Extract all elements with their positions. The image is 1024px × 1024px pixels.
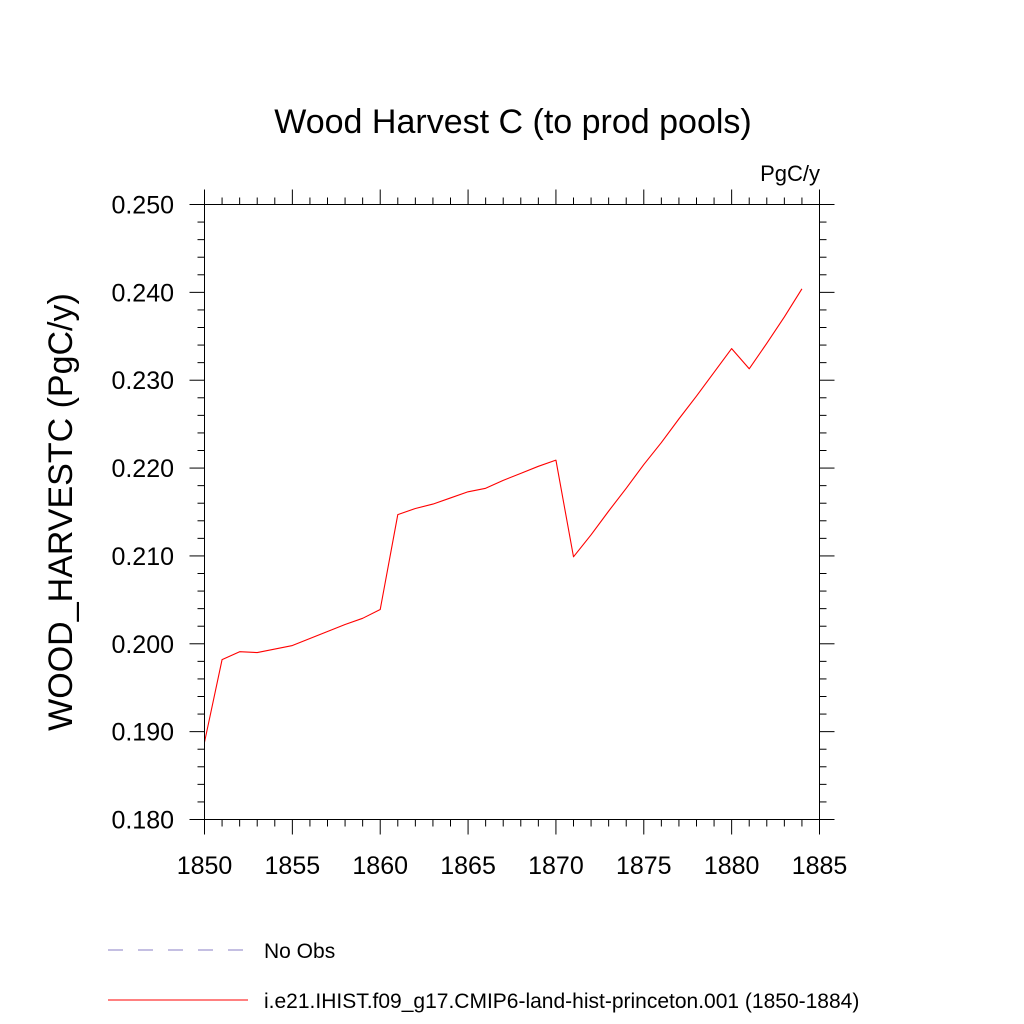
plot-frame [204,204,820,820]
legend-label: No Obs [264,940,335,963]
minor-ticks [197,197,827,827]
x-tick-label: 1860 [352,852,408,880]
x-tick-label: 1870 [528,852,584,880]
x-tick-label: 1880 [704,852,760,880]
series-line [203,288,803,743]
y-tick-label: 0.230 [111,367,174,395]
y-tick-label: 0.240 [111,279,174,307]
y-tick-label: 0.250 [111,192,174,220]
y-tick-label: 0.200 [111,631,174,659]
legend-label: i.e21.IHIST.f09_g17.CMIP6-land-hist-prin… [264,990,859,1013]
x-tick-labels: 1850 1855 1860 1865 1870 1875 1880 1885 [177,852,848,880]
y-tick-label: 0.210 [111,543,174,571]
units-label: PgC/y [760,161,820,186]
y-tick-labels: 0.180 0.190 0.200 0.210 0.220 0.230 0.240 0.250 [111,192,174,835]
y-axis-label: WOOD_HARVESTC (PgC/y) [42,293,80,731]
x-tick-label: 1850 [177,852,233,880]
major-ticks [189,189,835,835]
y-tick-label: 0.190 [111,719,174,747]
x-tick-label: 1865 [440,852,496,880]
x-tick-label: 1885 [792,852,848,880]
series-layer [203,288,803,743]
y-tick-label: 0.180 [111,807,174,835]
x-tick-label: 1875 [616,852,672,880]
chart-title: Wood Harvest C (to prod pools) [274,103,751,141]
x-tick-label: 1855 [265,852,321,880]
legend: No Obs i.e21.IHIST.f09_g17.CMIP6-land-his… [108,940,859,1013]
y-tick-label: 0.220 [111,455,174,483]
